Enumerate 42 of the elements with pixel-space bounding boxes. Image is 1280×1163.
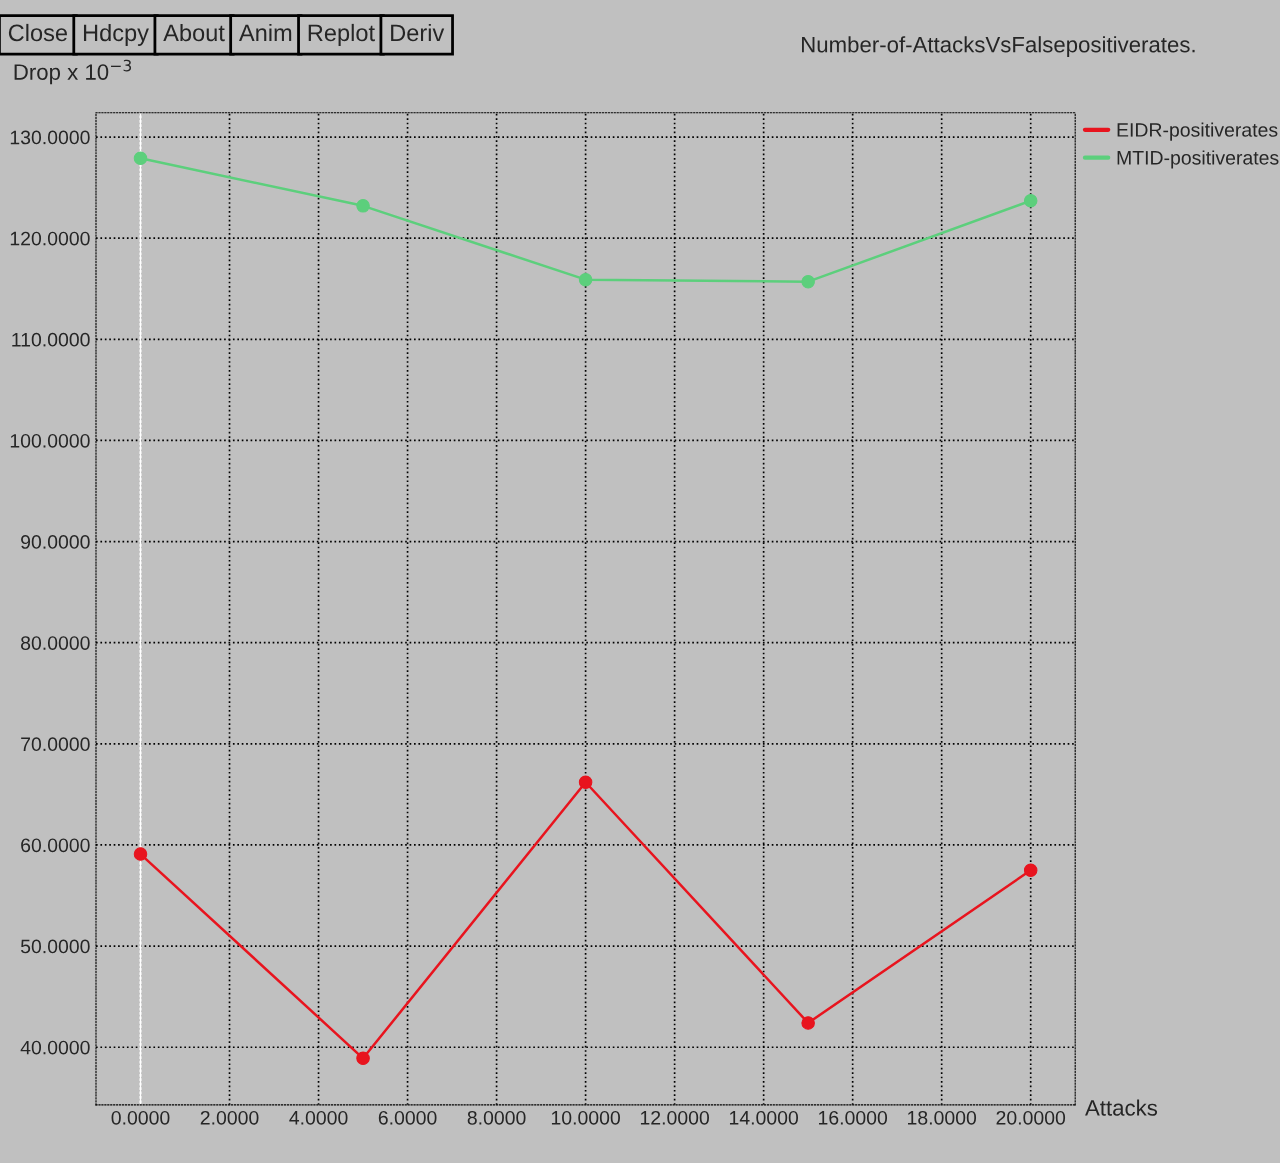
point	[801, 1016, 815, 1030]
y-tick-label: 80.0000	[21, 636, 90, 650]
text: Deriv	[391, 23, 445, 42]
point	[356, 1051, 370, 1066]
legend-label: MTID-positiverates	[1117, 150, 1279, 169]
y-tick-label: 110.0000	[12, 332, 90, 347]
text: Anim	[238, 23, 292, 41]
y-tick-label: 70.0000	[21, 737, 90, 752]
point	[1023, 194, 1038, 208]
point	[578, 775, 593, 790]
y-tick-label: 40.0000	[20, 1040, 90, 1055]
x-tick-label: 6.0000	[378, 1110, 437, 1125]
point	[1023, 863, 1038, 878]
point	[356, 199, 370, 213]
y-tick-label: 100.0000	[10, 433, 90, 448]
y-tick-label: 120.0000	[10, 231, 90, 246]
text: About	[163, 23, 225, 42]
point	[133, 151, 148, 166]
x-tick-label: 16.0000	[819, 1110, 888, 1125]
y-axis-title: Drop x 10$^{−3}$	[14, 59, 132, 85]
point	[578, 272, 593, 287]
text: Close	[8, 23, 67, 42]
y-tick-label: 50.0000	[20, 939, 90, 954]
text: Hdcpy	[83, 23, 149, 46]
x-tick-label: 20.0000	[996, 1110, 1066, 1125]
x-tick-label: 8.0000	[467, 1110, 526, 1125]
x-tick-label: 0.0000	[111, 1110, 170, 1125]
point	[133, 847, 148, 861]
y-tick-label: 130.0000	[10, 130, 90, 145]
y-tick-label: 60.0000	[21, 838, 90, 853]
x-tick-label: 10.0000	[551, 1110, 620, 1125]
point	[801, 274, 815, 289]
x-tick-label: 2.0000	[200, 1110, 259, 1125]
text: Replot	[308, 23, 375, 46]
x-axis-title: Attacks	[1085, 1099, 1158, 1116]
y-tick-label: 90.0000	[21, 535, 90, 549]
legend-label: EIDR-positiverates	[1117, 122, 1278, 141]
x-tick-label: 4.0000	[289, 1110, 348, 1125]
x-tick-label: 18.0000	[908, 1110, 977, 1125]
x-tick-label: 12.0000	[640, 1110, 709, 1125]
chart-title: Number-of-AttacksVsFalsepositiverates.	[802, 36, 1195, 57]
x-tick-label: 14.0000	[729, 1110, 799, 1125]
